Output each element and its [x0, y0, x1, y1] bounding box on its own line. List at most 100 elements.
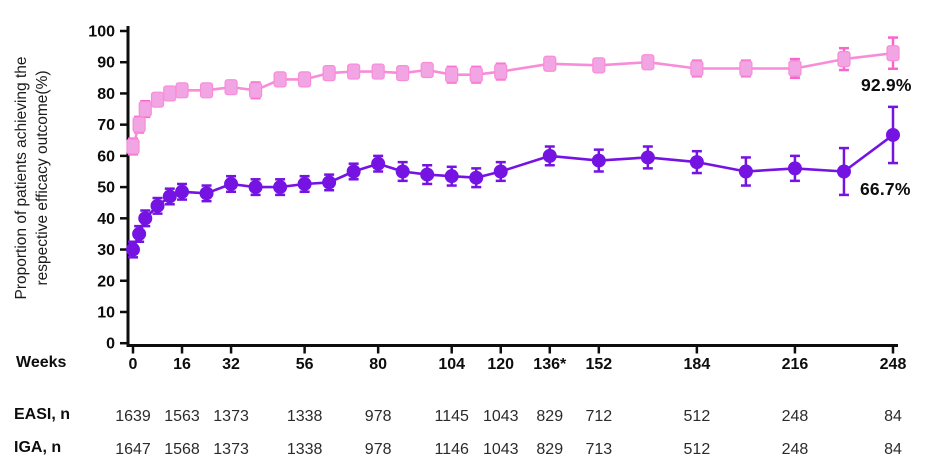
data-point	[298, 71, 312, 88]
data-point	[788, 60, 802, 77]
data-point	[420, 61, 434, 79]
data-point	[126, 138, 140, 155]
x-tick-label: 80	[369, 356, 387, 373]
data-point	[322, 175, 337, 190]
data-point	[886, 45, 900, 62]
x-tick-label: 184	[684, 356, 711, 373]
series-line	[131, 51, 894, 147]
iga-n-value: 1043	[483, 441, 519, 458]
data-point	[273, 180, 288, 195]
y-tick-label: 50	[97, 180, 115, 197]
iga-n-value: 1146	[435, 441, 470, 458]
easi-n-value: 512	[684, 408, 711, 425]
iga-n-value: 512	[684, 441, 711, 458]
data-point	[199, 186, 214, 201]
data-point	[396, 65, 410, 82]
data-point	[322, 65, 336, 82]
iga-n-value: 84	[884, 441, 902, 458]
data-point	[175, 184, 190, 199]
x-tick-label: 248	[880, 356, 907, 373]
easi-n-value: 712	[585, 408, 612, 425]
data-point	[469, 66, 483, 83]
easi-end-value-label: 92.9%	[861, 75, 912, 95]
data-point	[543, 55, 557, 72]
iga-n-value: 978	[365, 441, 392, 458]
data-point	[163, 85, 177, 102]
data-point	[248, 82, 263, 99]
data-point	[738, 164, 753, 179]
x-tick-label: 0	[129, 356, 138, 373]
y-axis-title-line2: respective efficacy outcome(%)	[34, 70, 51, 286]
data-point	[739, 60, 753, 77]
data-point	[591, 153, 606, 168]
data-point	[224, 176, 239, 191]
easi-row-label: EASI, n	[14, 406, 71, 423]
data-point	[132, 116, 146, 133]
y-tick-label: 20	[97, 273, 115, 290]
data-point	[395, 164, 410, 179]
data-point	[689, 155, 704, 170]
data-point	[175, 82, 189, 99]
iga-n-value: 829	[536, 441, 563, 458]
easi-n-value: 1145	[435, 408, 470, 425]
data-point	[641, 54, 655, 71]
x-tick-label: 32	[222, 356, 240, 373]
data-point	[469, 170, 484, 185]
axes: 0 10 20 30 40 50 60 70 80 90 100 0 1639 1647 16 1563 156…	[88, 24, 906, 459]
data-point	[640, 150, 655, 165]
iga-n-value: 1373	[213, 441, 249, 458]
data-point	[347, 63, 361, 80]
y-tick-label: 80	[97, 86, 115, 103]
data-point	[138, 211, 153, 226]
data-point	[132, 226, 147, 241]
iga-n-value: 1568	[164, 441, 200, 458]
data-point	[273, 71, 287, 88]
data-point	[836, 164, 851, 179]
data-point	[444, 169, 459, 184]
data-point	[494, 63, 508, 80]
easi-n-value: 248	[782, 408, 809, 425]
easi-n-value: 1043	[483, 408, 519, 425]
y-tick-label: 40	[97, 211, 115, 228]
iga-n-value: 1647	[115, 441, 151, 458]
data-point	[162, 189, 177, 204]
series-iga	[126, 105, 900, 259]
data-point	[297, 176, 312, 191]
easi-n-value: 1338	[287, 408, 323, 425]
y-tick-label: 100	[88, 24, 115, 41]
data-point	[592, 57, 606, 74]
x-axis-title: Weeks	[16, 354, 67, 371]
easi-n-value: 84	[884, 408, 902, 425]
data-point	[420, 167, 435, 182]
iga-row-label: IGA, n	[14, 439, 62, 456]
iga-end-value-label: 66.7%	[860, 179, 911, 199]
data-point	[493, 164, 508, 179]
y-axis-title-line1: Proportion of patients achieving the	[13, 56, 30, 300]
easi-n-value: 1639	[115, 408, 151, 425]
data-point	[445, 66, 459, 83]
easi-n-value: 1563	[164, 408, 200, 425]
x-tick-label: 16	[173, 356, 191, 373]
easi-n-value: 1373	[213, 408, 249, 425]
easi-n-value: 978	[365, 408, 392, 425]
x-tick-label: 120	[487, 356, 514, 373]
iga-n-value: 248	[782, 441, 809, 458]
data-point	[199, 82, 214, 99]
iga-n-value: 713	[585, 441, 612, 458]
series-easi	[126, 36, 900, 156]
y-tick-label: 30	[97, 242, 115, 259]
data-point	[224, 79, 238, 96]
data-point	[885, 127, 900, 142]
data-point	[150, 91, 165, 108]
data-point	[248, 180, 263, 195]
series-line	[131, 133, 894, 250]
y-tick-label: 10	[97, 304, 115, 321]
y-tick-label: 60	[97, 148, 115, 165]
iga-n-value: 1338	[287, 441, 323, 458]
data-point	[371, 156, 386, 171]
data-point	[690, 60, 704, 77]
data-point	[138, 100, 152, 118]
y-axis-title: Proportion of patients achieving the res…	[11, 8, 55, 348]
y-tick-label: 90	[97, 55, 115, 72]
